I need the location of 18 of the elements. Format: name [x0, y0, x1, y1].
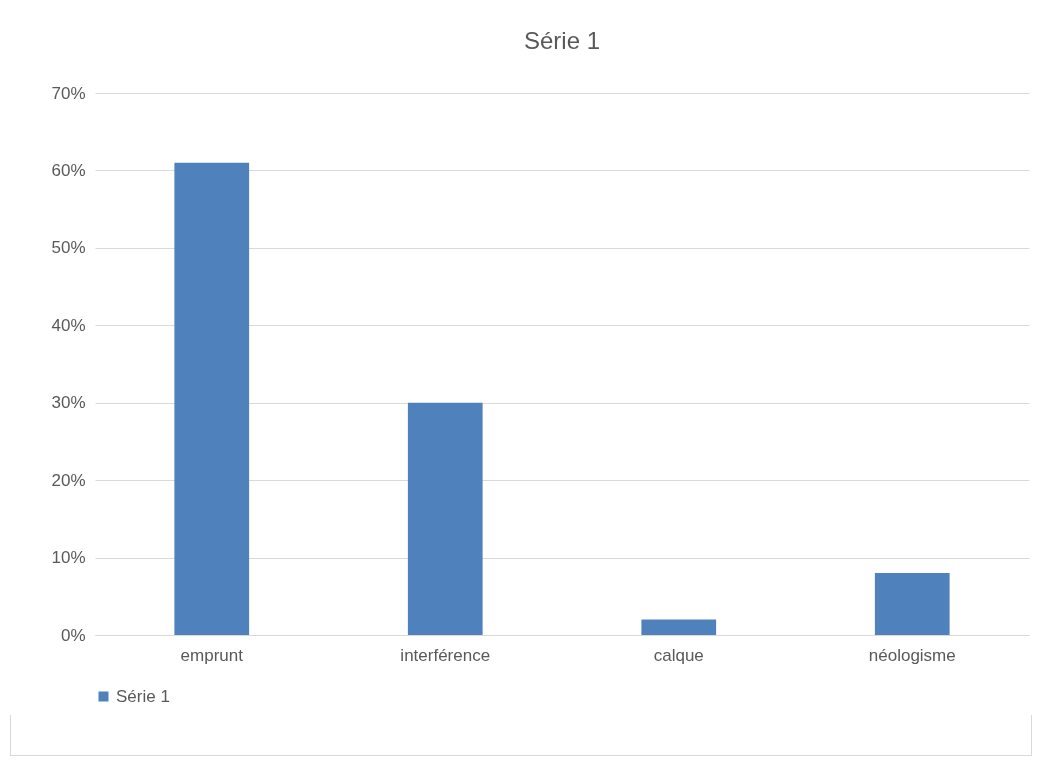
- legend-label: Série 1: [116, 686, 170, 706]
- y-tick-label: 30%: [51, 393, 86, 413]
- x-tick-label: néologisme: [868, 645, 956, 665]
- bar: [641, 619, 717, 635]
- y-tick-label: 0%: [60, 625, 86, 645]
- bar: [407, 402, 483, 635]
- x-tick-label: calque: [653, 645, 704, 665]
- y-tick-label: 20%: [51, 470, 86, 490]
- bar: [174, 162, 250, 635]
- y-tick-label: 70%: [51, 83, 86, 103]
- y-tick-label: 60%: [51, 160, 86, 180]
- y-tick-label: 50%: [51, 238, 86, 258]
- bar: [874, 573, 950, 635]
- x-tick-label: interférence: [400, 645, 491, 665]
- y-tick-label: 10%: [51, 548, 86, 568]
- x-tick-label: emprunt: [180, 645, 244, 665]
- y-tick-label: 40%: [51, 315, 86, 335]
- chart-title: Série 1: [523, 27, 601, 54]
